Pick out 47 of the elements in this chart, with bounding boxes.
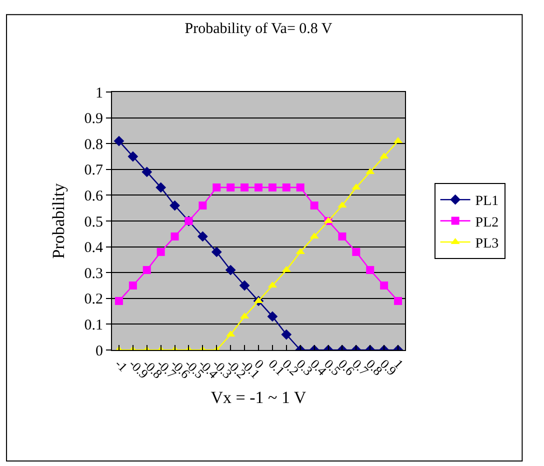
y-axis-title: Probability xyxy=(48,182,68,259)
y-tick-label: 0.3 xyxy=(84,266,103,282)
point xyxy=(128,151,138,162)
x-tick-label: -1 xyxy=(112,356,131,374)
point xyxy=(114,296,123,305)
point xyxy=(239,280,250,291)
point xyxy=(142,166,152,178)
point xyxy=(156,182,166,193)
point xyxy=(212,183,221,192)
point xyxy=(254,183,262,192)
point xyxy=(226,183,235,192)
point xyxy=(352,248,360,256)
y-tick-label: 0.4 xyxy=(84,240,104,256)
y-tick-label: 0 xyxy=(96,343,103,360)
point xyxy=(296,183,304,192)
point xyxy=(282,183,290,192)
point xyxy=(225,264,236,276)
point xyxy=(198,202,207,210)
point xyxy=(310,202,318,210)
point xyxy=(338,232,346,240)
point xyxy=(240,183,249,192)
point xyxy=(211,246,222,258)
y-tick-label: 0.7 xyxy=(84,162,104,179)
point xyxy=(156,248,165,256)
y-tick-label: 1 xyxy=(96,85,103,102)
point xyxy=(267,311,278,322)
point xyxy=(366,266,374,274)
point xyxy=(170,232,179,240)
y-tick-label: 0.5 xyxy=(84,214,103,230)
legend-label: PL2 xyxy=(475,215,499,230)
chart-title: Probability of Va= 0.8 V xyxy=(184,21,332,38)
point xyxy=(394,296,402,305)
point xyxy=(380,282,388,290)
y-tick-label: 0.9 xyxy=(84,111,103,128)
y-tick-label: 0.8 xyxy=(84,136,103,153)
point xyxy=(268,183,276,192)
y-tick-label: 0.2 xyxy=(84,292,103,308)
x-axis-title: Vx = -1 ~ 1 V xyxy=(210,388,307,408)
point xyxy=(128,282,137,290)
legend-label: PL3 xyxy=(475,236,499,252)
point xyxy=(197,231,208,242)
legend-label: PL1 xyxy=(475,194,499,210)
y-tick-label: 0.1 xyxy=(84,317,103,334)
point xyxy=(142,266,151,274)
y-tick-label: 0.6 xyxy=(84,188,104,204)
point xyxy=(170,200,180,211)
point xyxy=(114,136,124,146)
